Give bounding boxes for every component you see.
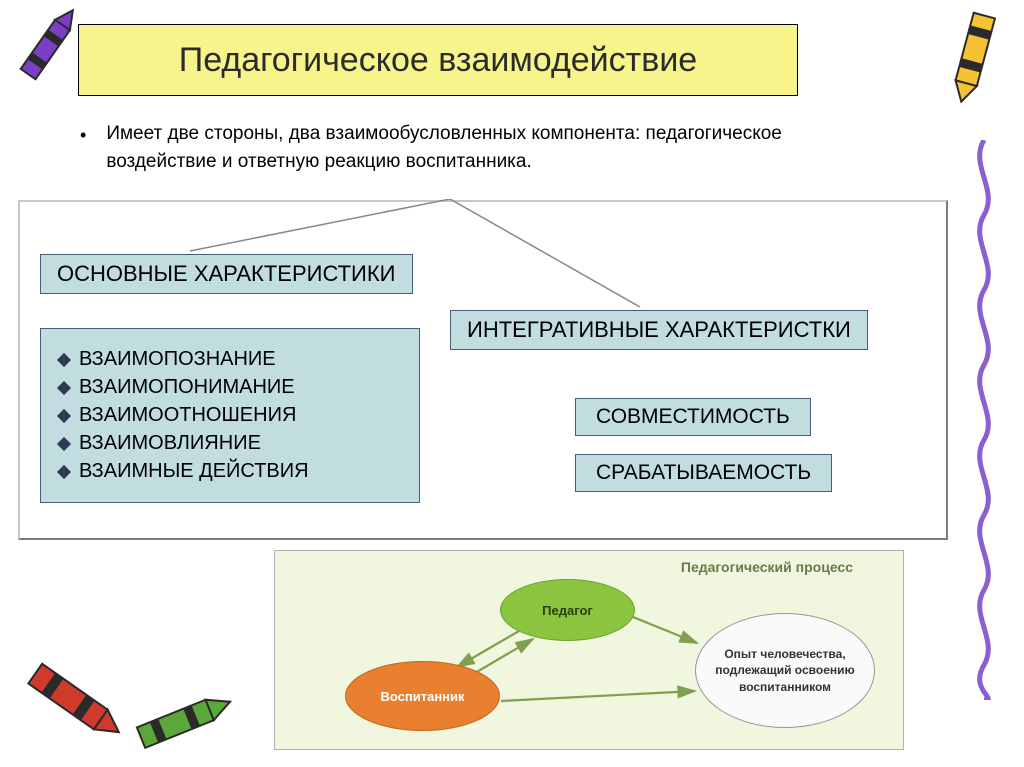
crayon-red-bottom: [14, 657, 134, 747]
subtitle-block: • Имеет две стороны, два взаимообусловле…: [80, 120, 860, 175]
characteristics-list: ВЗАИМОПОЗНАНИЕ ВЗАИМОПОНИМАНИЕ ВЗАИМООТН…: [40, 328, 420, 503]
node-student-label: Воспитанник: [380, 689, 464, 704]
workability-box: СРАБАТЫВАЕМОСТЬ: [575, 454, 832, 492]
crayon-green-bottom: [130, 681, 240, 761]
process-panel: Педагогический процесс Педагог Воспитанн…: [274, 550, 904, 750]
characteristics-panel: ОСНОВНЫЕ ХАРАКТЕРИСТИКИ ИНТЕГРАТИВНЫЕ ХА…: [18, 200, 948, 540]
node-pedagog-label: Педагог: [542, 603, 593, 618]
squiggle-decoration: [964, 140, 1004, 700]
node-experience: Опыт человечества, подлежащий освоению в…: [695, 613, 875, 728]
list-item-label: ВЗАИМОПОНИМАНИЕ: [79, 376, 295, 399]
diamond-icon: [57, 464, 71, 478]
compatibility-box: СОВМЕСТИМОСТЬ: [575, 398, 811, 436]
list-item: ВЗАИМОПОНИМАНИЕ: [59, 376, 401, 399]
bullet-icon: •: [80, 122, 86, 148]
node-student: Воспитанник: [345, 661, 500, 731]
diamond-icon: [57, 380, 71, 394]
list-item-label: ВЗАИМОПОЗНАНИЕ: [79, 348, 276, 371]
subtitle-text: Имеет две стороны, два взаимообусловленн…: [106, 120, 860, 175]
diamond-icon: [57, 352, 71, 366]
integrative-characteristics-box: ИНТЕГРАТИВНЫЕ ХАРАКТЕРИСТКИ: [450, 310, 868, 350]
list-item-label: ВЗАИМООТНОШЕНИЯ: [79, 404, 296, 427]
crayon-yellow-top: [928, 0, 1018, 114]
list-item-label: ВЗАИМОВЛИЯНИЕ: [79, 432, 261, 455]
basic-characteristics-box: ОСНОВНЫЕ ХАРАКТЕРИСТИКИ: [40, 254, 413, 294]
list-item-label: ВЗАИМНЫЕ ДЕЙСТВИЯ: [79, 460, 309, 483]
node-pedagog: Педагог: [500, 579, 635, 641]
diamond-icon: [57, 408, 71, 422]
slide-title: Педагогическое взаимодействие: [78, 24, 798, 96]
list-item: ВЗАИМОПОЗНАНИЕ: [59, 348, 401, 371]
diamond-icon: [57, 436, 71, 450]
node-experience-label: Опыт человечества, подлежащий освоению в…: [704, 646, 866, 695]
list-item: ВЗАИМООТНОШЕНИЯ: [59, 404, 401, 427]
list-item: ВЗАИМОВЛИЯНИЕ: [59, 432, 401, 455]
list-item: ВЗАИМНЫЕ ДЕЙСТВИЯ: [59, 460, 401, 483]
